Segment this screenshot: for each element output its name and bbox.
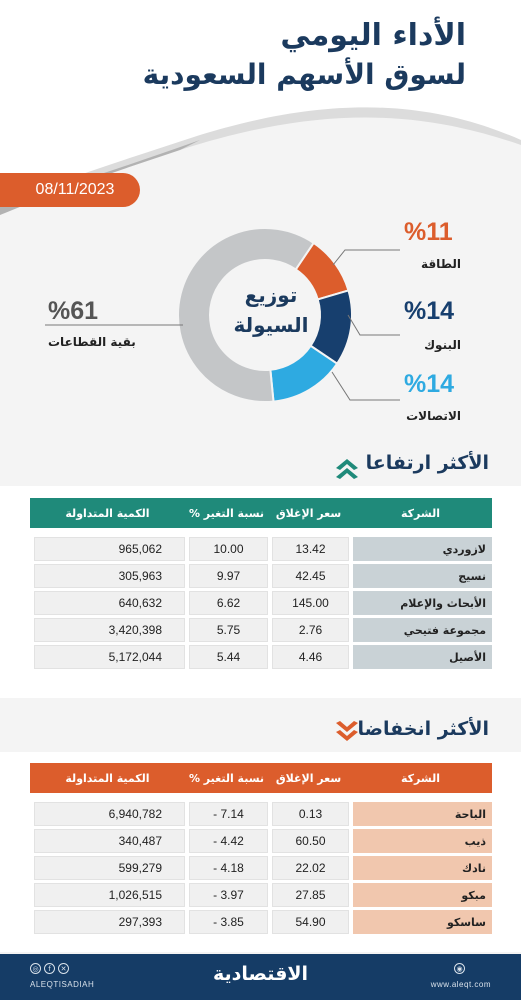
losers-change-percent: 4.42 -: [189, 829, 268, 853]
website-link[interactable]: www.aleqt.com: [430, 980, 491, 989]
losers-table-row: ساسكو 54.90 3.85 -297,393: [30, 910, 492, 934]
slice-label-banks: البنوك: [424, 338, 461, 352]
losers-company-name: مبكو: [353, 883, 492, 907]
slice-label-others: بقية القطاعات: [48, 335, 136, 349]
gainers-table-row: الأصيل 4.46 5.44 5,172,044: [30, 645, 492, 669]
gainers-close-price: 2.76: [272, 618, 349, 642]
gainers-header-col-close: سعر الإغلاق: [275, 506, 342, 520]
losers-traded-volume: 599,279: [34, 856, 185, 880]
losers-company-name: ساسكو: [353, 910, 492, 934]
losers-header-col-company: الشركة: [400, 771, 440, 785]
losers-company-name: نادك: [353, 856, 492, 880]
double-chevron-down-icon: [336, 721, 358, 741]
losers-traded-volume: 297,393: [34, 910, 185, 934]
leader-line-telecom: [331, 371, 400, 401]
gainers-header-col-change: نسبة التغير %: [188, 506, 265, 520]
slice-label-telecom: الاتصالات: [406, 409, 461, 423]
losers-table-row: الباحة 0.13 7.14 -6,940,782: [30, 802, 492, 826]
slice-value-energy: %11: [404, 218, 453, 246]
instagram-icon[interactable]: ◎: [30, 963, 41, 974]
losers-title: الأكثر انخفاضا: [357, 718, 489, 740]
social-handle[interactable]: ALEQTISADIAH: [30, 980, 95, 989]
donut-title-line2: السيولة: [233, 313, 309, 337]
gainers-change-percent: 5.44: [189, 645, 268, 669]
gainers-company-name: لازوردي: [353, 537, 492, 561]
slice-others: [177, 227, 316, 403]
header-background: [0, 0, 521, 460]
losers-close-price: 60.50: [272, 829, 349, 853]
footer-bar: الاقتصادية ◎ f ✕ ALEQTISADIAH ◉ www.aleq…: [0, 954, 521, 1000]
gainers-close-price: 13.42: [272, 537, 349, 561]
gainers-change-percent: 5.75: [189, 618, 268, 642]
losers-company-name: ذيب: [353, 829, 492, 853]
facebook-icon[interactable]: f: [44, 963, 55, 974]
leader-lines: [45, 249, 400, 401]
gainers-table-row: مجموعة فتيحي 2.76 5.75 3,420,398: [30, 618, 492, 642]
page-subtitle: لسوق الأسهم السعودية: [142, 58, 466, 91]
losers-company-name: الباحة: [353, 802, 492, 826]
losers-table-row: ذيب 60.50 4.42 -340,487: [30, 829, 492, 853]
losers-traded-volume: 6,940,782: [34, 802, 185, 826]
losers-traded-volume: 340,487: [34, 829, 185, 853]
gainers-header-col-volume: الكمية المتداولة: [65, 506, 150, 520]
gainers-change-percent: 10.00: [189, 537, 268, 561]
losers-header-col-change: نسبة التغير %: [188, 771, 265, 785]
globe-icon[interactable]: ◉: [454, 963, 465, 974]
gainers-close-price: 42.45: [272, 564, 349, 588]
gainers-company-name: نسيج: [353, 564, 492, 588]
losers-traded-volume: 1,026,515: [34, 883, 185, 907]
gainers-close-price: 145.00: [272, 591, 349, 615]
losers-header-col-volume: الكمية المتداولة: [65, 771, 150, 785]
gainers-header-col-company: الشركة: [400, 506, 440, 520]
gainers-table-row: نسيج 42.45 9.97 305,963: [30, 564, 492, 588]
gainers-traded-volume: 305,963: [34, 564, 185, 588]
gainers-change-percent: 6.62: [189, 591, 268, 615]
losers-header-col-close: سعر الإغلاق: [275, 771, 342, 785]
losers-close-price: 54.90: [272, 910, 349, 934]
brand-logo: الاقتصادية: [212, 963, 309, 985]
gainers-company-name: الأصيل: [353, 645, 492, 669]
gainers-table-row: الأبحاث والإعلام 145.00 6.62 640,632: [30, 591, 492, 615]
slice-label-energy: الطاقة: [421, 257, 461, 271]
slice-value-banks: %14: [404, 297, 455, 325]
losers-table-row: مبكو 27.85 3.97 -1,026,515: [30, 883, 492, 907]
losers-table-row: نادك 22.02 4.18 -599,279: [30, 856, 492, 880]
liquidity-donut-chart: [45, 227, 400, 403]
losers-close-price: 0.13: [272, 802, 349, 826]
gainers-traded-volume: 5,172,044: [34, 645, 185, 669]
slice-value-telecom: %14: [404, 370, 455, 398]
gainers-table-row: لازوردي 13.42 10.00 965,062: [30, 537, 492, 561]
losers-table-header: الشركة سعر الإغلاق نسبة التغير % الكمية الم…: [30, 763, 492, 793]
losers-change-percent: 7.14 -: [189, 802, 268, 826]
gainers-company-name: الأبحاث والإعلام: [353, 591, 492, 615]
gainers-change-percent: 9.97: [189, 564, 268, 588]
losers-change-percent: 3.85 -: [189, 910, 268, 934]
double-chevron-up-icon: [336, 459, 358, 479]
slice-value-others: %61: [48, 297, 99, 325]
leader-line-energy: [332, 249, 400, 266]
donut-title-line1: توزيع: [244, 283, 298, 307]
leader-line-banks: [347, 314, 400, 336]
gainers-close-price: 4.46: [272, 645, 349, 669]
gainers-traded-volume: 3,420,398: [34, 618, 185, 642]
x-icon[interactable]: ✕: [58, 963, 69, 974]
gainers-company-name: مجموعة فتيحي: [353, 618, 492, 642]
losers-change-percent: 4.18 -: [189, 856, 268, 880]
losers-change-percent: 3.97 -: [189, 883, 268, 907]
gainers-table-header: الشركة سعر الإغلاق نسبة التغير % الكمية الم…: [30, 498, 492, 528]
gainers-traded-volume: 965,062: [34, 537, 185, 561]
date-badge: 08/11/2023: [0, 173, 140, 207]
gainers-title: الأكثر ارتفاعا: [365, 452, 489, 474]
losers-close-price: 22.02: [272, 856, 349, 880]
gainers-traded-volume: 640,632: [34, 591, 185, 615]
page-title: الأداء اليومي: [280, 18, 466, 53]
losers-close-price: 27.85: [272, 883, 349, 907]
